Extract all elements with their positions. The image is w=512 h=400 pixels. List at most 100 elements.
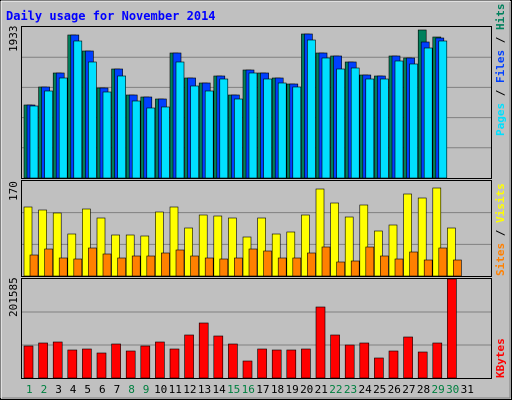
bar-visits-day-26 (388, 224, 398, 277)
bar-visits-day-10 (155, 211, 164, 277)
day-label-1: 1 (26, 383, 33, 396)
legend-separator: / (494, 223, 507, 243)
bar-visits-day-21 (315, 188, 325, 277)
panel-middle-bars (23, 187, 462, 277)
bar-sites-day-22 (336, 261, 345, 277)
day-label-8: 8 (128, 383, 135, 396)
legend-sites: Sites (494, 243, 507, 276)
bar-sites-day-17 (263, 250, 272, 277)
bar-visits-day-30 (447, 227, 456, 277)
bar-sites-day-18 (277, 257, 287, 277)
bar-kbytes-day-19 (286, 349, 297, 379)
x-axis-day-labels: 1 2 3 4 5 6 7 8 9 10 11 12 13 14 15 16 17 18 19 20 21 22 23 24 2… (26, 383, 474, 396)
bar-visits-day-3 (52, 212, 62, 277)
bar-pages-day-15 (234, 98, 243, 179)
bar-sites-day-16 (248, 248, 258, 277)
bar-sites-day-10 (161, 252, 170, 277)
day-label-7: 7 (114, 383, 121, 396)
panel-bottom-bars (23, 278, 457, 379)
bar-sites-day-2 (44, 248, 53, 277)
bar-pages-day-14 (219, 78, 229, 179)
day-label-12: 12 (183, 383, 196, 396)
bar-kbytes-day-18 (271, 349, 282, 379)
bar-pages-day-12 (190, 85, 199, 179)
day-label-3: 3 (55, 383, 62, 396)
bar-visits-day-8 (125, 234, 135, 277)
day-label-26: 26 (388, 383, 401, 396)
bar-sites-day-24 (365, 246, 375, 277)
bar-pages-day-17 (263, 78, 272, 179)
day-label-20: 20 (300, 383, 313, 396)
bar-kbytes-day-6 (96, 352, 107, 379)
bar-pages-day-1 (29, 105, 39, 179)
bar-kbytes-day-5 (82, 348, 92, 379)
bar-sites-day-28 (423, 259, 433, 277)
day-label-6: 6 (99, 383, 106, 396)
bar-kbytes-day-30 (447, 278, 457, 379)
legend-pages: Pages (494, 103, 507, 136)
bar-sites-day-25 (380, 255, 389, 277)
bar-visits-day-29 (432, 187, 442, 277)
day-label-15: 15 (227, 383, 240, 396)
bar-kbytes-day-20 (301, 348, 311, 379)
bar-visits-day-15 (228, 217, 237, 277)
panel-middle (21, 180, 492, 277)
bar-pages-day-20 (307, 39, 316, 179)
bar-kbytes-day-23 (344, 344, 355, 379)
bar-pages-day-3 (58, 77, 68, 179)
bar-sites-day-8 (131, 255, 141, 277)
legend-kbytes: KBytes (494, 338, 507, 378)
bar-visits-day-13 (198, 214, 208, 277)
legend-hits: Hits (494, 4, 507, 31)
bar-sites-day-30 (453, 259, 462, 277)
bar-visits-day-14 (213, 215, 223, 277)
bar-sites-day-27 (409, 251, 418, 277)
bar-visits-day-25 (374, 230, 383, 277)
bar-visits-day-20 (301, 214, 310, 277)
bar-pages-day-7 (117, 75, 126, 179)
day-label-14: 14 (212, 383, 226, 396)
panel-bottom-max-label: 201585 (7, 277, 20, 317)
legend-separator: / (494, 83, 507, 103)
legend-files: Files (494, 50, 507, 83)
bar-kbytes-day-12 (184, 334, 194, 379)
panel-middle-legend: Sites / Visits (494, 183, 507, 276)
bar-visits-day-28 (417, 197, 427, 277)
bar-visits-day-4 (67, 233, 77, 277)
bar-kbytes-day-13 (198, 322, 209, 379)
day-label-10: 10 (154, 383, 167, 396)
day-label-13: 13 (198, 383, 211, 396)
bar-kbytes-day-2 (38, 342, 48, 379)
bar-pages-day-2 (44, 90, 53, 179)
bar-pages-day-10 (161, 106, 170, 179)
bar-visits-day-24 (359, 204, 369, 277)
day-label-16: 16 (242, 383, 255, 396)
bar-pages-day-11 (175, 61, 185, 179)
bar-visits-day-7 (111, 234, 120, 277)
bar-visits-day-27 (403, 193, 412, 277)
bar-sites-day-5 (88, 247, 97, 277)
bar-pages-day-24 (365, 78, 375, 179)
panel-top (21, 26, 492, 179)
bar-sites-day-23 (350, 260, 360, 277)
bar-visits-day-17 (257, 217, 266, 277)
bar-pages-day-19 (292, 86, 302, 179)
bar-visits-day-23 (344, 216, 354, 277)
day-label-19: 19 (285, 383, 298, 396)
panel-top-bars (23, 29, 448, 179)
day-label-11: 11 (169, 383, 182, 396)
bar-kbytes-day-10 (155, 341, 165, 379)
bar-kbytes-day-7 (111, 343, 121, 379)
bar-kbytes-day-28 (417, 351, 428, 379)
bar-sites-day-21 (321, 246, 331, 277)
panel-top-max-label: 1933 (7, 26, 20, 53)
bar-pages-day-5 (88, 61, 97, 179)
day-label-25: 25 (373, 383, 386, 396)
bar-kbytes-day-1 (23, 345, 34, 379)
bar-pages-day-4 (73, 40, 83, 179)
day-label-28: 28 (417, 383, 430, 396)
bar-sites-day-26 (394, 258, 404, 277)
bar-visits-day-18 (271, 233, 281, 277)
bar-kbytes-day-15 (228, 343, 238, 379)
